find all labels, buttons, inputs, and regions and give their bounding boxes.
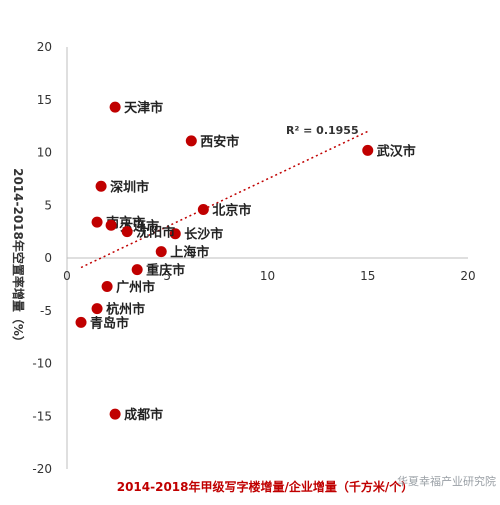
data-point [185,135,197,147]
watermark: 华夏幸福产业研究院 [397,474,496,488]
y-tick-label: 10 [37,146,52,160]
point-label: 上海市 [170,245,209,261]
data-point [91,216,103,228]
axes: 20 15 10 5 0 -5 -10 -15 -20 0 5 10 15 20 [32,40,475,476]
y-tick-label: -15 [32,409,52,423]
data-point [169,228,181,240]
x-tick-label: 15 [360,269,375,283]
data-point [109,408,121,420]
data-point [362,144,374,156]
y-tick-label: 0 [44,251,52,265]
data-point [101,280,113,292]
point-label: 沈阳市 [136,225,175,241]
point-label: 武汉市 [377,143,416,159]
data-point [121,226,133,238]
y-tick-label: 5 [44,198,52,212]
point-label: 青岛市 [90,315,129,331]
data-point [95,180,107,192]
x-tick-label: 10 [260,269,275,283]
trend-line [80,130,369,269]
point-label: 天津市 [124,100,163,116]
data-point [91,303,103,315]
data-point [105,219,117,231]
x-tick-label: 20 [460,269,475,283]
x-tick-label: 5 [163,269,171,283]
point-label: 广州市 [116,279,155,295]
data-point [197,203,209,215]
point-label: 长沙市 [184,227,223,243]
data-points: 天津市西安市武汉市深圳市北京市南京市大连市长沙市沈阳市上海市重庆市广州市杭州市青… [75,100,416,423]
point-label: 北京市 [212,202,251,218]
x-tick-label: 0 [63,269,71,283]
y-tick-label: -10 [32,357,52,371]
point-label: 重庆市 [146,263,185,279]
trendline [80,130,369,269]
data-point [109,101,121,113]
y-tick-label: -5 [40,304,52,318]
point-label: 杭州市 [106,302,145,318]
data-point [155,246,167,258]
y-axis-label: 2014-2018年空置率增量（%） [11,168,26,348]
r2-label: R² = 0.1955 [286,124,359,137]
data-point [75,316,87,328]
y-tick-label: 20 [37,40,52,54]
point-label: 成都市 [124,407,163,423]
y-tick-label: 15 [37,93,52,107]
point-label: 西安市 [200,134,239,150]
x-axis-label: 2014-2018年甲级写字楼增量/企业增量（千方米/个） [117,479,414,494]
data-point [131,264,143,276]
y-tick-label: -20 [32,462,52,476]
point-label: 深圳市 [110,179,149,195]
